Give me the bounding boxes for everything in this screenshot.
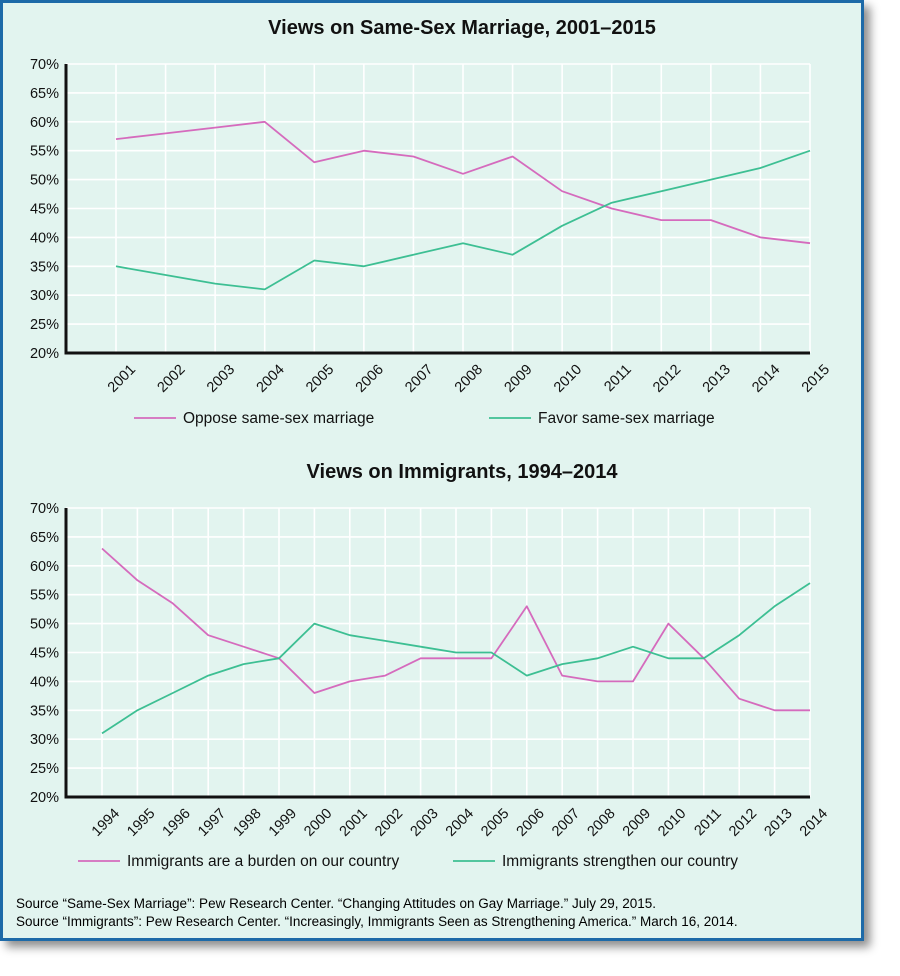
x-tick-label-same-sex: 2002: [154, 362, 188, 396]
x-tick-label-immigrants: 1997: [195, 806, 229, 840]
x-tick-label-immigrants: 2005: [478, 806, 512, 840]
x-tick-label-same-sex: 2005: [303, 362, 337, 396]
x-tick-label-immigrants: 2014: [797, 806, 831, 840]
x-tick-label-same-sex: 2013: [700, 362, 734, 396]
x-tick-label-same-sex: 2014: [749, 362, 783, 396]
x-tick-label-immigrants: 1995: [124, 806, 158, 840]
legend-label-same-sex-2: Favor same-sex marriage: [538, 410, 715, 427]
series-line-immigrants-1: [101, 547, 810, 712]
x-tick-label-immigrants: 1996: [160, 806, 194, 840]
series-line-immigrants-2: [101, 582, 811, 735]
y-tick-label-same-sex: 55%: [30, 144, 59, 160]
chart-title-same-sex: Views on Same-Sex Marriage, 2001–2015: [268, 17, 656, 39]
x-tick-label-same-sex: 2003: [204, 362, 238, 396]
y-tick-label-immigrants: 45%: [30, 646, 59, 662]
series-line-same-sex-1: [115, 120, 811, 245]
x-tick-label-immigrants: 2009: [620, 806, 654, 840]
y-tick-label-same-sex: 70%: [30, 57, 59, 73]
y-tick-label-same-sex: 30%: [30, 288, 59, 304]
y-tick-label-same-sex: 60%: [30, 115, 59, 131]
chart-title-immigrants: Views on Immigrants, 1994–2014: [307, 461, 619, 483]
x-tick-label-same-sex: 2001: [105, 362, 139, 396]
x-tick-label-immigrants: 2011: [691, 806, 724, 839]
legend-label-immigrants-2: Immigrants strengthen our country: [502, 853, 738, 870]
y-tick-label-same-sex: 40%: [30, 230, 59, 246]
source-note-immigrants: Source “Immigrants”: Pew Research Center…: [16, 914, 738, 929]
figure-frame: [0, 0, 864, 941]
x-tick-label-immigrants: 1994: [89, 806, 123, 840]
x-tick-label-immigrants: 2008: [585, 806, 619, 840]
x-tick-label-same-sex: 2012: [650, 362, 684, 396]
y-tick-label-immigrants: 60%: [30, 559, 59, 575]
x-tick-label-immigrants: 2000: [301, 806, 335, 840]
y-tick-label-immigrants: 70%: [30, 501, 59, 517]
series-line-same-sex-2: [115, 149, 811, 291]
x-tick-label-same-sex: 2011: [601, 362, 634, 395]
y-tick-label-same-sex: 20%: [30, 346, 59, 362]
x-tick-label-immigrants: 2007: [549, 806, 583, 840]
x-tick-label-same-sex: 2007: [402, 362, 436, 396]
x-tick-label-same-sex: 2010: [551, 362, 585, 396]
y-tick-label-immigrants: 20%: [30, 790, 59, 806]
y-tick-label-same-sex: 25%: [30, 317, 59, 333]
x-tick-label-immigrants: 2010: [655, 806, 689, 840]
x-tick-label-same-sex: 2009: [501, 362, 535, 396]
y-tick-label-same-sex: 50%: [30, 173, 59, 189]
legend-label-same-sex-1: Oppose same-sex marriage: [183, 410, 374, 427]
x-tick-label-immigrants: 2013: [762, 806, 796, 840]
x-tick-label-same-sex: 2015: [799, 362, 833, 396]
y-tick-label-immigrants: 50%: [30, 617, 59, 633]
x-tick-label-immigrants: 2004: [443, 806, 477, 840]
x-tick-label-immigrants: 2006: [514, 806, 548, 840]
y-tick-label-immigrants: 55%: [30, 588, 59, 604]
x-tick-label-same-sex: 2008: [452, 362, 486, 396]
x-tick-label-same-sex: 2004: [254, 362, 288, 396]
x-tick-label-immigrants: 2012: [726, 806, 760, 840]
y-tick-label-same-sex: 45%: [30, 202, 59, 218]
y-tick-label-immigrants: 35%: [30, 703, 59, 719]
y-tick-label-immigrants: 65%: [30, 530, 59, 546]
legend-label-immigrants-1: Immigrants are a burden on our country: [127, 853, 399, 870]
x-tick-label-same-sex: 2006: [353, 362, 387, 396]
y-tick-label-immigrants: 40%: [30, 674, 59, 690]
x-tick-label-immigrants: 1999: [266, 806, 300, 840]
x-tick-label-immigrants: 2002: [372, 806, 406, 840]
y-tick-label-same-sex: 65%: [30, 86, 59, 102]
x-tick-label-immigrants: 2001: [337, 806, 371, 840]
x-tick-label-immigrants: 1998: [231, 806, 265, 840]
y-tick-label-same-sex: 35%: [30, 259, 59, 275]
source-note-same-sex-marriage: Source “Same-Sex Marriage”: Pew Research…: [16, 896, 657, 911]
y-tick-label-immigrants: 25%: [30, 761, 59, 777]
y-tick-label-immigrants: 30%: [30, 732, 59, 748]
x-tick-label-immigrants: 2003: [408, 806, 442, 840]
